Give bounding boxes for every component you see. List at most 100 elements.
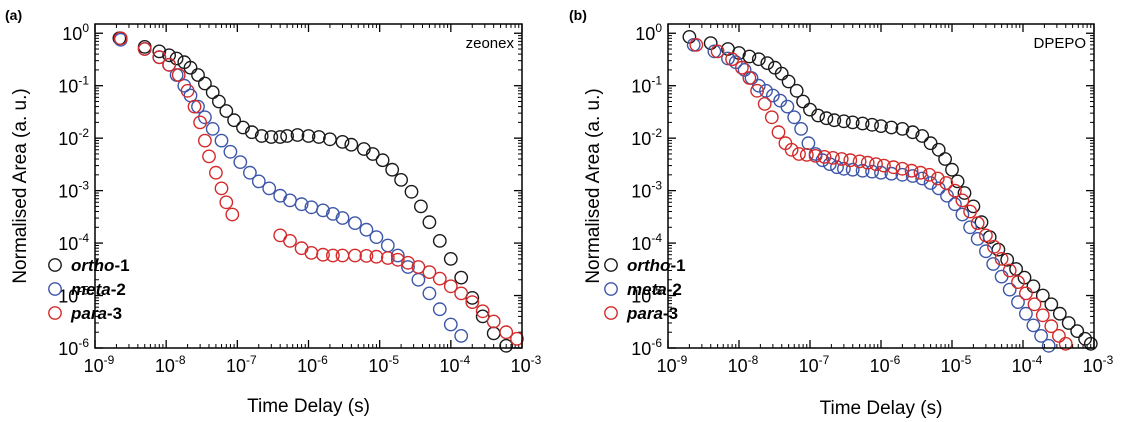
data-point [322,132,337,147]
data-point [780,99,795,114]
legend-marker [48,306,62,320]
data-point [707,44,722,59]
data-point [273,130,288,144]
y-tick-label: 10-2 [631,126,662,149]
data-point [454,328,469,343]
data-point [895,161,910,176]
x-tick-label: 10-4 [439,353,470,376]
series-ortho-1 [112,31,514,353]
data-point [432,233,447,248]
data-point [774,66,789,81]
data-point [152,44,167,59]
legend-marker [604,258,618,272]
data-point [836,114,851,129]
data-point [1034,328,1048,343]
data-point [1035,288,1050,303]
data-point [404,184,419,199]
x-tick-label: 10-6 [870,353,901,376]
data-point [443,279,458,294]
x-tick-label: 10-8 [728,353,759,376]
x-tick-label: 10-3 [1083,353,1114,376]
data-point [865,164,879,179]
x-tick-label: 10-7 [226,353,257,376]
data-point [869,157,883,172]
data-point [886,160,901,175]
data-point [737,63,752,77]
data-point [978,228,993,243]
data-point [1058,336,1073,351]
data-point [757,97,772,111]
data-point [1011,275,1025,289]
legend-marker [48,282,62,296]
data-point [385,162,400,177]
data-point [845,162,860,177]
data-point [803,102,817,117]
data-point [390,248,405,263]
data-point [845,115,860,130]
data-point [335,248,350,263]
data-point [947,197,962,212]
data-point [197,76,212,91]
data-point [703,36,718,50]
data-point [225,207,240,222]
data-point [784,142,799,157]
data-point [432,271,447,286]
data-point [311,130,326,144]
data-point [970,231,985,246]
data-point [316,247,330,262]
data-point [938,152,952,166]
data-point [759,83,773,98]
data-point [152,50,167,65]
data-point [843,153,858,168]
y-tick-label: 100 [635,21,662,44]
data-point [1051,328,1066,343]
data-point [963,220,977,235]
data-point [874,119,888,134]
data-point [742,71,757,85]
data-point [499,338,514,353]
y-tick-label: 10-2 [58,126,89,149]
data-point [390,252,405,267]
data-point [335,211,350,225]
data-point [822,157,837,172]
data-point [1026,279,1041,294]
y-tick-label: 10-1 [58,74,89,97]
x-tick-label: 10-8 [155,353,186,376]
data-point [325,248,340,263]
data-point [369,249,384,264]
data-point [359,222,374,237]
data-point [1041,338,1056,353]
data-point [987,239,1001,254]
y-tick-label: 10-1 [631,74,662,97]
data-point [817,149,832,164]
data-point [860,155,875,170]
data-point [742,49,757,64]
data-point [223,144,238,159]
y-tick-label: 10-6 [58,336,89,359]
legend-label: meta-2 [627,280,682,299]
x-tick-label: 10-7 [799,353,830,376]
data-point [799,147,814,162]
data-point [819,111,834,126]
legend-label: para-3 [626,304,678,323]
data-point [710,44,725,59]
data-point [187,99,202,114]
data-point [905,169,920,183]
legend-marker [604,282,618,296]
series-para-3 [113,31,524,346]
data-point [1011,295,1025,309]
data-point [994,269,1009,284]
y-tick-label: 10-4 [631,231,662,254]
legend-marker [604,306,618,320]
data-point [301,129,316,143]
data-point [236,120,250,135]
data-point [202,149,216,164]
data-point [205,121,220,136]
data-point [1009,262,1023,276]
data-point [750,83,765,98]
data-point [811,108,826,123]
data-point [283,193,297,208]
data-point [193,115,208,130]
data-point [1044,297,1059,312]
